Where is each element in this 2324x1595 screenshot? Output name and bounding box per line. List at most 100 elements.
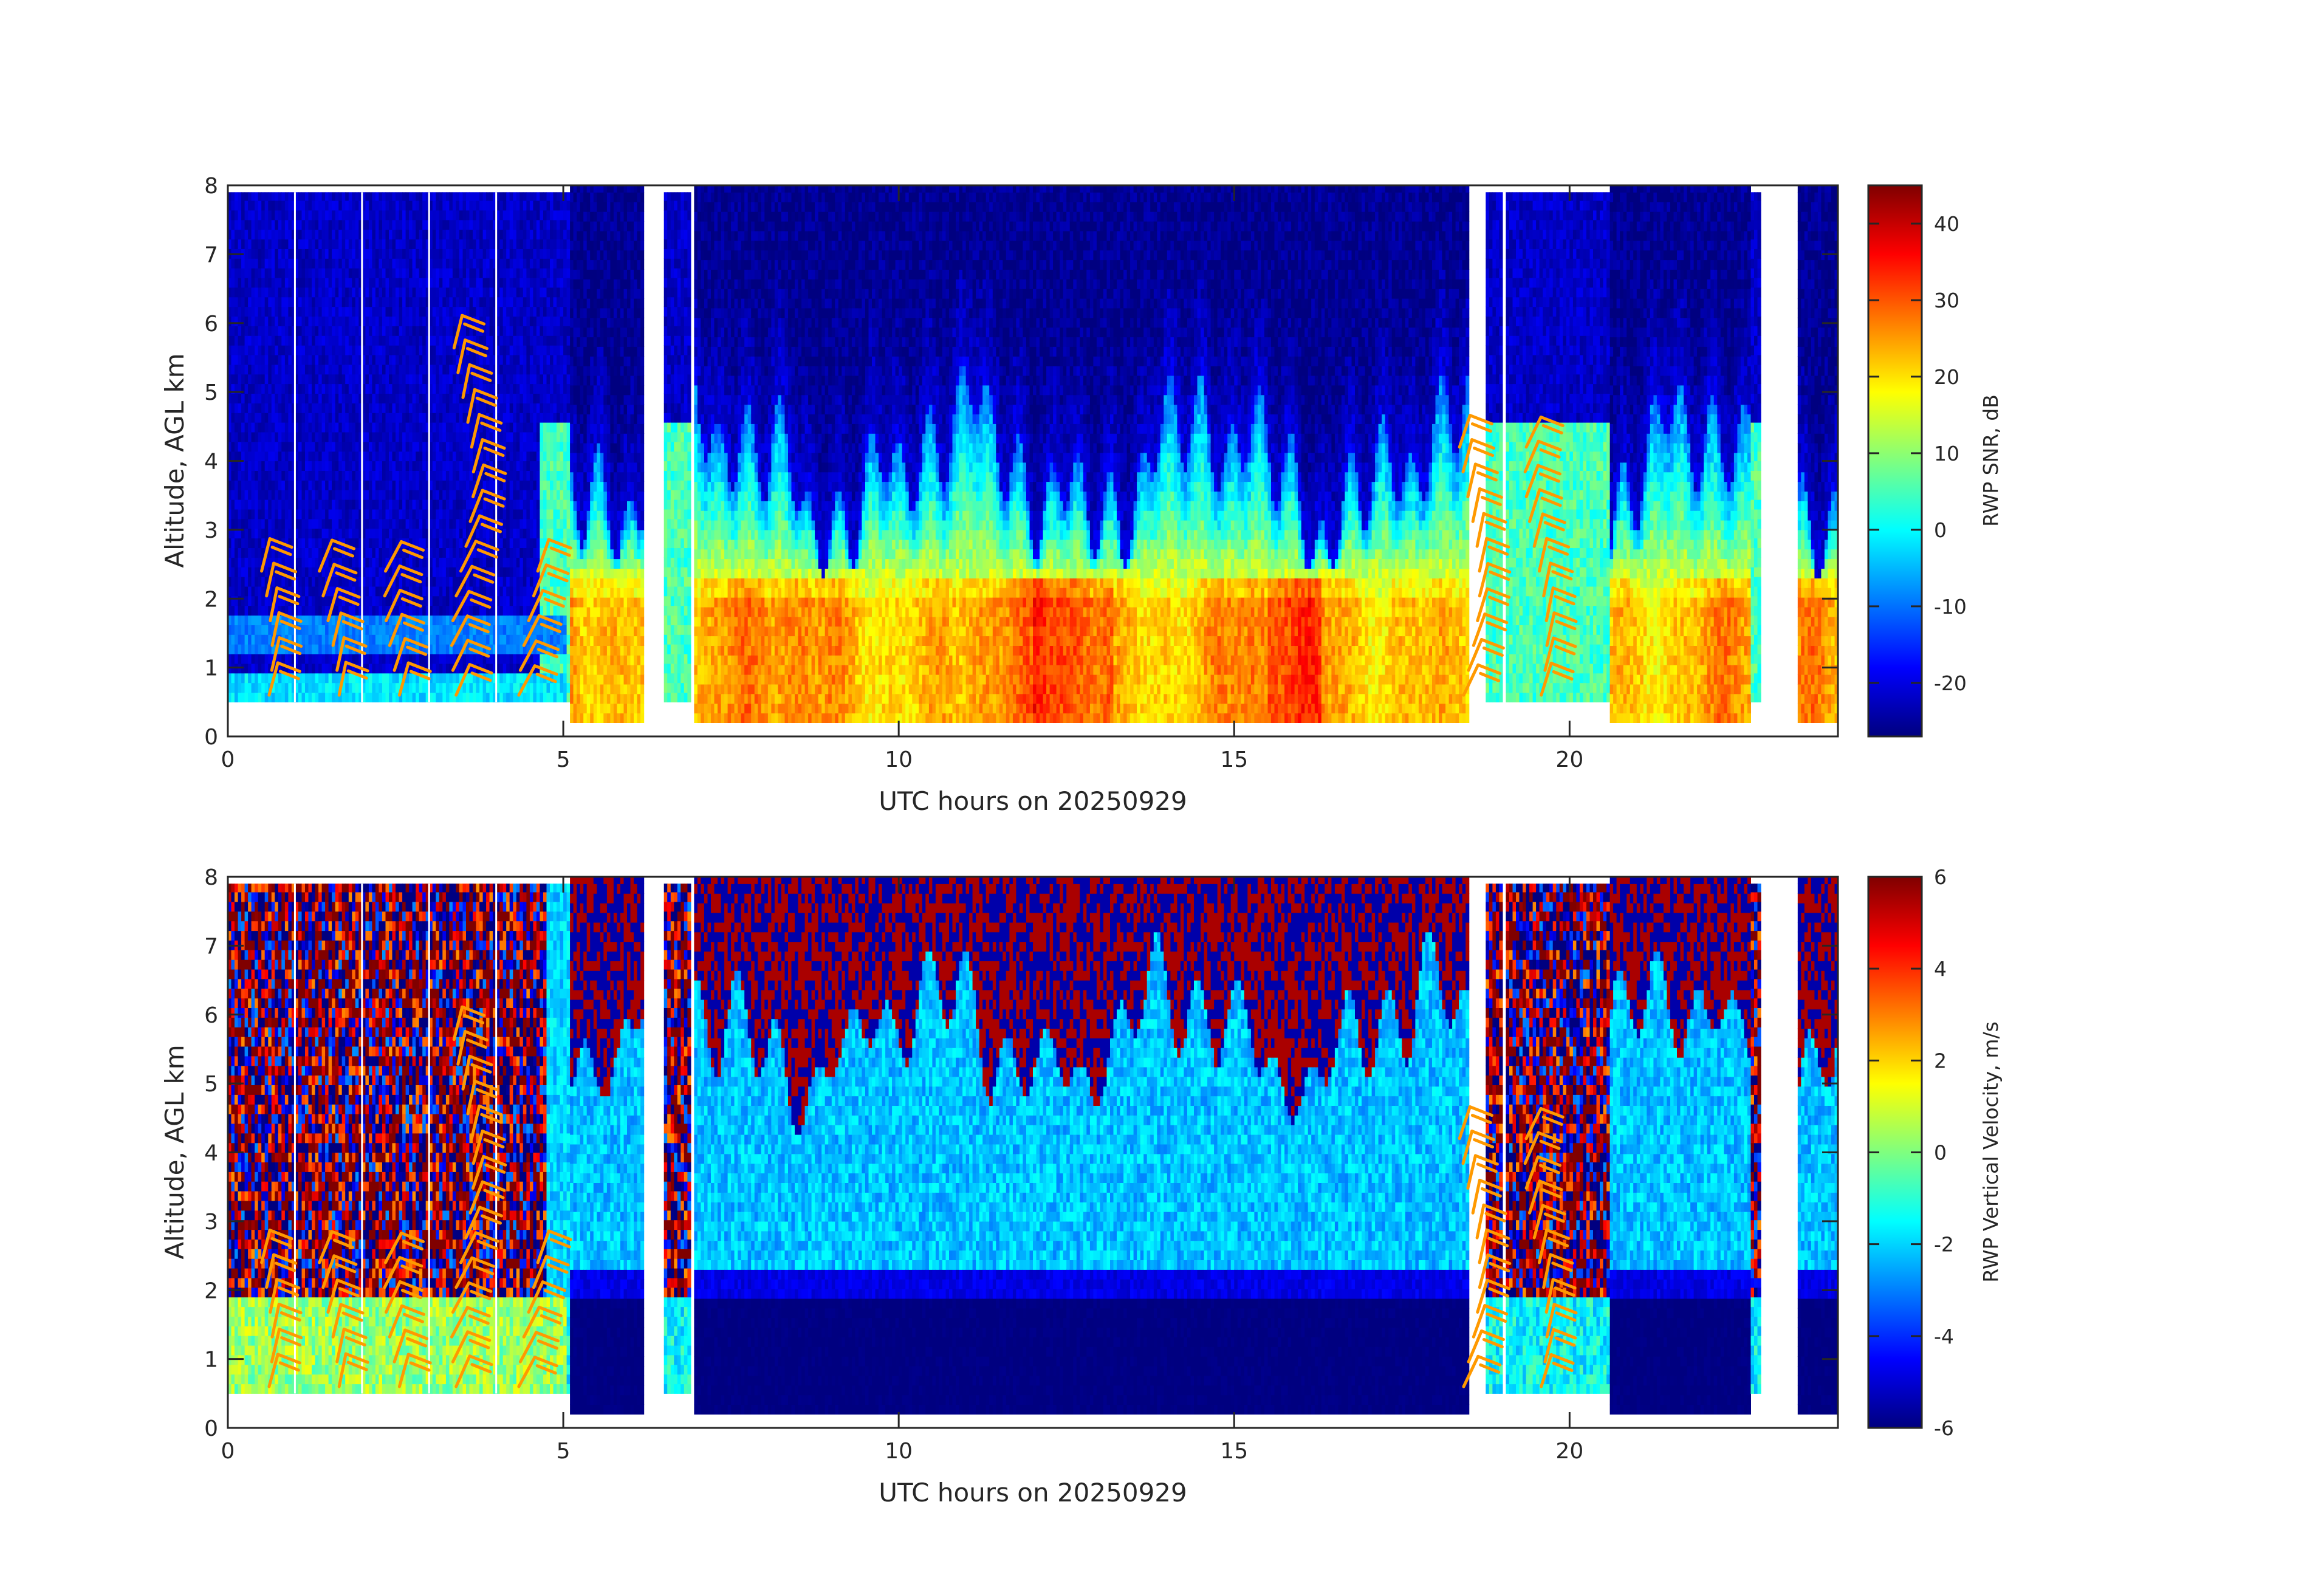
heatmap-cell [529,335,533,346]
heatmap-cell [368,229,372,240]
heatmap-cell [536,393,540,403]
heatmap-cell [523,364,527,375]
heatmap-cell [519,431,524,442]
heatmap-cell [268,210,272,221]
heatmap-cell [278,499,282,510]
heatmap-cell [436,431,440,442]
heatmap-cell [399,663,403,674]
heatmap-cell [473,268,477,278]
heatmap-cell [295,200,299,211]
heatmap-cell [261,528,266,539]
heatmap-cell [416,277,420,288]
heatmap-cell [402,229,406,240]
heatmap-cell [409,605,413,616]
heatmap-cell [385,192,389,201]
heatmap-cell [412,219,416,230]
heatmap-cell [281,200,286,211]
heatmap-cell [301,663,306,674]
heatmap-cell [436,586,440,597]
heatmap-cell [301,200,306,211]
heatmap-cell [251,595,255,606]
heatmap-cell [305,567,309,577]
heatmap-cell [412,538,416,548]
heatmap-cell [372,682,376,693]
heatmap-cell [308,605,312,616]
heatmap-cell [523,413,527,423]
heatmap-cell [365,277,369,288]
heatmap-cell [301,461,306,471]
heatmap-cell [235,431,239,442]
heatmap-cell [281,326,286,336]
heatmap-cell [382,277,386,288]
heatmap-cell [476,547,480,558]
heatmap-cell [396,451,400,462]
heatmap-cell [375,480,379,490]
heatmap-cell [261,431,266,442]
heatmap-cell [409,335,413,346]
heatmap-cell [452,287,456,298]
heatmap-cell [409,413,413,423]
heatmap-cell [365,692,369,702]
heatmap-cell [362,258,366,269]
heatmap-cell [392,200,396,211]
heatmap-cell [231,403,235,413]
heatmap-cell [375,287,379,298]
heatmap-cell [255,393,259,403]
heatmap-cell [536,480,540,490]
heatmap-cell [318,509,323,520]
heatmap-cell [516,258,520,269]
heatmap-cell [368,403,372,413]
heatmap-cell [312,538,316,548]
heatmap-cell [248,625,252,635]
heatmap-cell [241,364,245,375]
heatmap-cell [365,567,369,577]
heatmap-cell [231,538,235,548]
heatmap-cell [231,673,235,684]
heatmap-cell [389,258,393,269]
heatmap-cell [429,644,433,654]
heatmap-cell [486,538,490,548]
heatmap-cell [429,615,433,625]
heatmap-cell [445,297,450,307]
heatmap-cell [405,219,410,230]
heatmap-cell [429,673,433,684]
heatmap-cell [519,470,524,481]
heatmap-cell [493,538,497,548]
heatmap-cell [375,625,379,635]
heatmap-cell [509,595,513,606]
heatmap-cell [493,605,497,616]
heatmap-cell [275,431,279,442]
heatmap-cell [419,490,423,500]
heatmap-cell [496,557,500,568]
heatmap-cell [506,654,510,664]
heatmap-cell [396,663,400,674]
heatmap-cell [469,480,473,490]
heatmap-cell [264,605,269,616]
heatmap-cell [466,557,470,568]
heatmap-cell [536,413,540,423]
heatmap-cell [473,499,477,510]
heatmap-cell [432,654,436,664]
heatmap-cell [496,354,500,365]
heatmap-cell [389,326,393,336]
heatmap-cell [338,663,343,674]
heatmap-cell [379,547,383,558]
heatmap-cell [529,528,533,539]
heatmap-cell [540,354,544,365]
heatmap-cell [452,480,456,490]
heatmap-cell [519,547,524,558]
heatmap-cell [425,210,430,221]
heatmap-cell [506,200,510,211]
heatmap-cell [238,567,242,577]
heatmap-cell [365,605,369,616]
heatmap-cell [261,499,266,510]
heatmap-cell [432,239,436,249]
heatmap-cell [396,229,400,240]
heatmap-cell [228,393,232,403]
heatmap-cell [341,229,346,240]
heatmap-cell [238,335,242,346]
heatmap-cell [231,364,235,375]
heatmap-cell [379,413,383,423]
heatmap-cell [399,258,403,269]
heatmap-cell [321,239,326,249]
